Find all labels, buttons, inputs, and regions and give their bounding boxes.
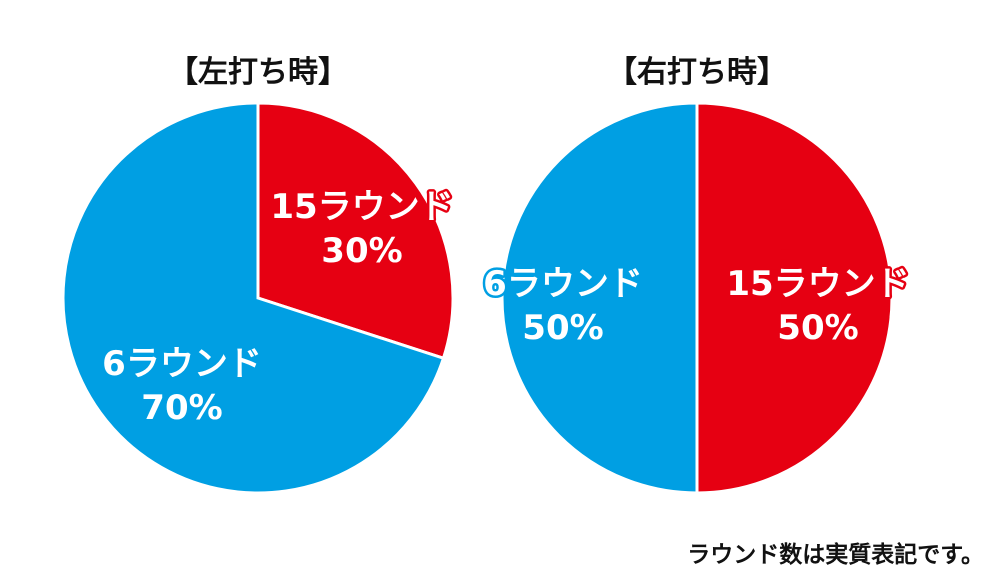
pie-slice-blue (500, 101, 699, 495)
pie-slice-blue (61, 101, 446, 495)
slice-name-label: 6ラウンド (483, 264, 643, 304)
slice-value-label: 30% (321, 231, 402, 271)
footnote: ラウンド数は実質表記です。 (687, 542, 984, 568)
chart-title: 【右打ち時】 (607, 55, 787, 90)
pie-slice-red (695, 101, 894, 495)
chart-title: 【左打ち時】 (168, 55, 348, 90)
slice-name-label: 15ラウンド (726, 264, 909, 304)
slice-name-label: 15ラウンド (270, 187, 453, 227)
slice-name-label: 6ラウンド (102, 344, 262, 384)
slice-value-label: 70% (141, 388, 222, 428)
pie-slice-red (256, 101, 455, 361)
slice-value-label: 50% (522, 308, 603, 348)
slice-value-label: 50% (777, 308, 858, 348)
